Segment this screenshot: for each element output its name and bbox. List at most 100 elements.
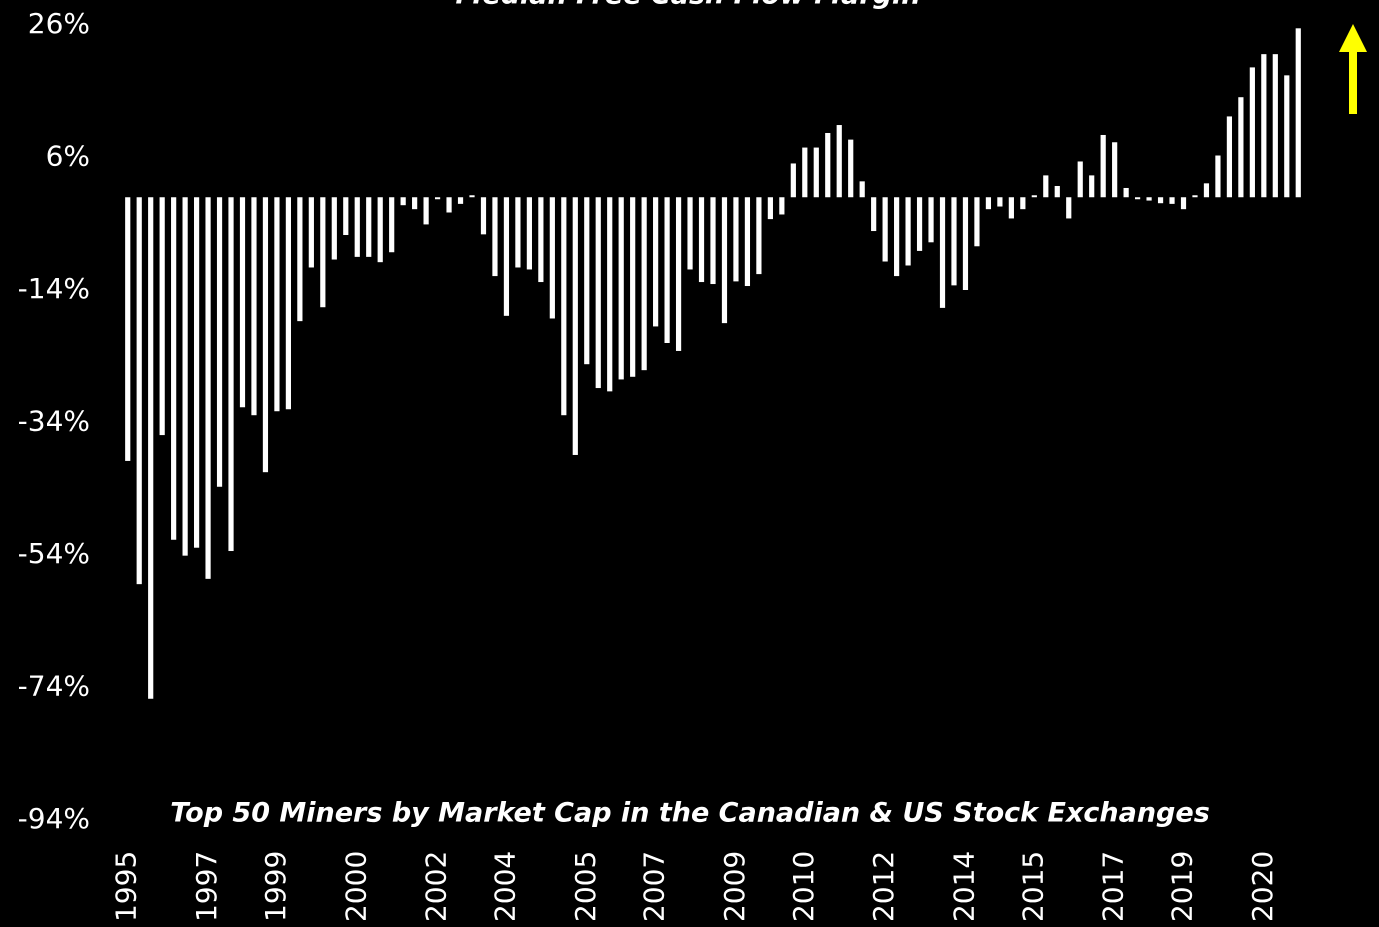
bar — [412, 197, 418, 210]
bar — [148, 197, 154, 699]
bar — [698, 197, 705, 283]
bar — [641, 197, 647, 371]
bar — [1249, 67, 1255, 198]
bar — [1226, 116, 1233, 198]
bar — [423, 197, 429, 225]
bar — [182, 197, 188, 556]
bar — [469, 195, 475, 198]
x-tick-label: 1997 — [190, 851, 223, 922]
bar — [687, 197, 693, 270]
bar — [125, 197, 131, 461]
bar — [434, 197, 441, 200]
bar — [1100, 134, 1106, 198]
arrow-head — [1339, 24, 1367, 52]
bar — [171, 197, 177, 540]
x-tick-label: 2012 — [867, 851, 900, 922]
bar — [630, 197, 636, 377]
bar — [721, 197, 728, 324]
bar — [871, 197, 877, 232]
x-tick-label: 1995 — [110, 851, 143, 922]
bar — [1066, 197, 1072, 219]
bar — [389, 197, 395, 253]
bar — [653, 197, 659, 327]
bar — [538, 197, 544, 283]
bar — [836, 125, 842, 198]
arrow-shaft — [1349, 50, 1357, 114]
bar — [1054, 185, 1060, 198]
bar — [859, 181, 865, 198]
bar — [997, 197, 1003, 207]
y-tick-label: 26% — [28, 7, 90, 40]
bar — [1089, 175, 1095, 198]
bar — [1261, 54, 1267, 198]
bar — [710, 197, 716, 285]
bar — [515, 197, 521, 268]
bar — [308, 197, 314, 268]
bar — [526, 197, 532, 270]
bar — [825, 132, 831, 198]
bar — [320, 197, 326, 308]
bar — [343, 197, 349, 236]
bar — [1180, 197, 1187, 210]
bar — [228, 197, 234, 552]
bar — [1020, 197, 1026, 210]
x-tick-label: 2005 — [569, 851, 602, 922]
bar — [916, 197, 923, 251]
bar — [939, 197, 946, 308]
bar — [205, 197, 211, 579]
up-arrow — [1339, 24, 1367, 114]
y-tick-label: -94% — [18, 802, 90, 835]
x-tick-label: 2020 — [1246, 851, 1279, 922]
bar — [595, 197, 601, 389]
bar — [985, 197, 992, 210]
x-tick-label: 2010 — [787, 851, 820, 922]
bar — [675, 197, 682, 351]
bar — [813, 147, 819, 198]
bar — [572, 197, 578, 455]
bar — [354, 197, 360, 257]
x-tick-label: 2015 — [1016, 851, 1049, 922]
bar — [561, 197, 567, 416]
bar — [480, 197, 487, 235]
bar — [1203, 183, 1210, 198]
x-tick-label: 2004 — [488, 851, 521, 922]
bar — [1284, 75, 1290, 198]
bar — [664, 197, 670, 343]
bar — [446, 197, 452, 213]
bar — [193, 197, 200, 548]
chart-title: Median Free Cash Flow Margin — [456, 0, 921, 11]
bar — [274, 197, 280, 412]
bar — [251, 197, 257, 416]
bar — [297, 197, 303, 322]
bar — [503, 197, 510, 316]
bar — [607, 197, 613, 392]
y-tick-label: -14% — [18, 272, 90, 305]
bar — [1008, 197, 1014, 219]
x-tick-label: 2019 — [1166, 851, 1199, 922]
bar — [1135, 197, 1141, 200]
y-tick-label: -34% — [18, 405, 90, 438]
bar — [285, 197, 291, 410]
bar — [744, 197, 751, 287]
x-tick-label: 1999 — [259, 851, 292, 922]
bar — [756, 197, 762, 275]
bar — [1112, 142, 1118, 198]
x-tick-label: 2014 — [947, 851, 980, 922]
bar — [400, 197, 406, 206]
bar — [1295, 28, 1301, 198]
bar — [618, 197, 624, 380]
bar — [1192, 195, 1198, 198]
bar — [1077, 161, 1083, 198]
bar — [1272, 54, 1278, 198]
bar — [1215, 155, 1221, 198]
bar — [767, 197, 773, 220]
bar — [802, 147, 808, 198]
x-tick-label: 2000 — [339, 851, 372, 922]
bar — [905, 197, 911, 266]
y-tick-label: -54% — [18, 537, 90, 570]
bar — [136, 197, 142, 585]
bar — [951, 197, 957, 286]
bar — [882, 197, 888, 262]
